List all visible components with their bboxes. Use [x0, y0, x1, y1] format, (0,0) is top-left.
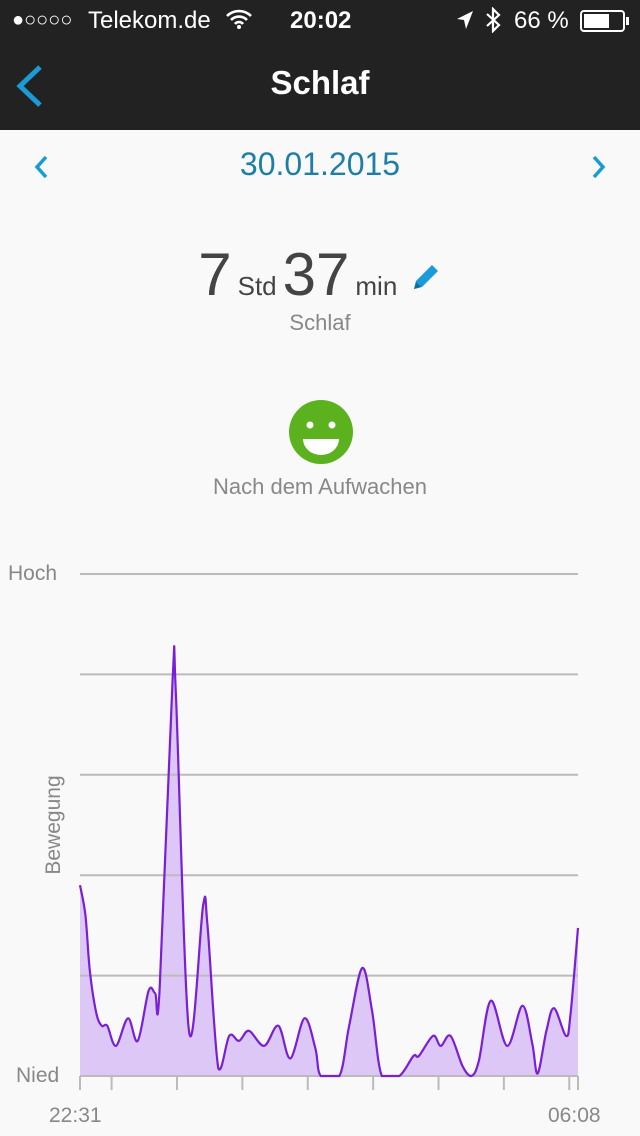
sleep-duration: 7 Std 37 min [0, 240, 640, 309]
bluetooth-icon [486, 7, 501, 33]
date-selector: 30.01.2015 [0, 130, 640, 202]
hours-unit: Std [237, 271, 277, 301]
page-title: Schlaf [270, 64, 370, 101]
next-day-button[interactable] [590, 154, 608, 180]
duration-hours: 7 [198, 241, 232, 308]
x-axis-start-label: 22:31 [49, 1104, 102, 1127]
battery-icon [580, 10, 629, 32]
clock: 20:02 [290, 7, 352, 34]
mood-label: Nach dem Aufwachen [212, 474, 428, 499]
battery-percent: 66 % [514, 7, 569, 34]
minutes-unit: min [355, 271, 398, 301]
wifi-icon [226, 9, 252, 29]
y-axis-top-label: Hoch [8, 562, 58, 585]
movement-area [80, 646, 578, 1076]
y-axis-bottom-label: Nied [16, 1064, 60, 1087]
signal-strength: ●○○○○ [12, 9, 73, 31]
status-bar: ●○○○○ Telekom.de 20:02 66 % [0, 0, 640, 40]
movement-line [78, 644, 580, 1078]
navigation-bar: Schlaf [0, 40, 640, 130]
x-axis-end-label: 06:08 [548, 1104, 601, 1127]
previous-day-button[interactable] [32, 154, 50, 180]
current-date: 30.01.2015 [239, 146, 401, 182]
pencil-icon[interactable] [410, 261, 442, 293]
duration-minutes: 37 [282, 241, 350, 308]
back-button[interactable] [14, 64, 44, 108]
happy-face-icon [289, 400, 353, 464]
carrier: Telekom.de [88, 7, 211, 34]
location-icon [457, 11, 473, 29]
duration-label: Schlaf [289, 310, 351, 335]
